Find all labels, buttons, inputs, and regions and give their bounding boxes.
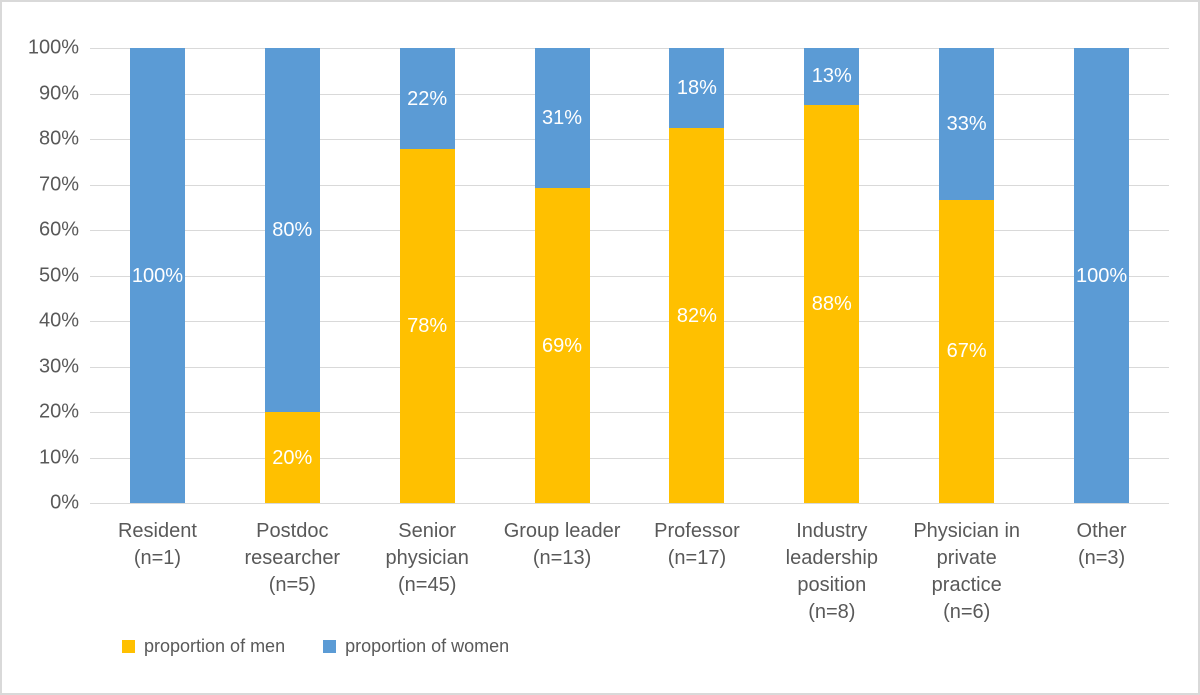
bar-label-men: 78% <box>407 315 448 337</box>
bar-stack: 18% 82% <box>669 48 725 503</box>
bar-segment-women: 22% <box>399 48 455 150</box>
y-axis-tick-label: 90% <box>38 82 79 104</box>
bar-label-men: 69% <box>542 334 583 357</box>
gridline <box>90 48 1169 49</box>
gridline <box>90 412 1169 413</box>
x-axis-label: Group leader (n=13) <box>503 520 621 569</box>
gridline <box>90 503 1169 504</box>
bar-stack: 80% 20% <box>264 48 320 503</box>
bar-stack: 13% 88% <box>804 48 860 503</box>
bar-segment-men: 67% <box>939 199 995 503</box>
x-axis-label: Postdoc researcher (n=5) <box>244 520 341 596</box>
men-swatch-icon <box>122 640 135 653</box>
gridline <box>90 366 1169 368</box>
bar-label-women: 18% <box>676 77 717 100</box>
y-axis-tick-label: 20% <box>38 400 79 423</box>
bar-stack: 100% <box>129 48 185 503</box>
bar-label-women: 22% <box>407 87 448 110</box>
bar-segment-women: 31% <box>534 48 590 189</box>
bar-segment-women: 100% <box>1074 48 1130 503</box>
y-axis-tick-label: 40% <box>38 309 79 332</box>
y-axis-tick-label: 100% <box>27 36 79 59</box>
y-axis-tick-label: 30% <box>38 355 79 377</box>
bar-segment-men: 69% <box>534 188 590 503</box>
y-axis-tick-label: 60% <box>38 218 79 241</box>
plot-area: 100% 80% 20% 22% 78% 31% 69% 18% 82% 13% 88% 33% 67%… <box>90 48 1169 504</box>
gridline <box>90 275 1169 277</box>
gridline <box>90 184 1169 186</box>
legend-label-women: proportion of women <box>345 636 510 656</box>
bar-stack: 31% 69% <box>534 48 590 503</box>
gridline <box>90 321 1169 322</box>
bar-segment-women: 13% <box>804 48 860 105</box>
bar-segment-men: 20% <box>264 412 320 503</box>
legend-label-men: proportion of men <box>144 636 286 656</box>
legend-item-men: proportion of men <box>122 636 285 657</box>
bar-label-women: 100% <box>1075 264 1128 287</box>
bar-stack: 33% 67% <box>939 48 995 503</box>
x-axis-label: Senior physician (n=45) <box>385 520 469 596</box>
gridline <box>90 457 1169 459</box>
bar-stack: 100% <box>1074 48 1130 503</box>
bar-label-women: 80% <box>272 219 313 241</box>
bar-label-women: 13% <box>811 65 852 88</box>
bar-label-men: 88% <box>811 292 852 315</box>
gridline <box>90 139 1169 140</box>
bar-label-women: 33% <box>946 112 987 135</box>
y-axis-tick-label: 10% <box>38 446 79 468</box>
x-axis-label: Resident (n=1) <box>117 520 197 569</box>
women-swatch-icon <box>323 640 337 653</box>
bar-segment-women: 100% <box>129 48 185 503</box>
bar-label-women: 100% <box>131 264 184 287</box>
legend: proportion of men proportion of women <box>122 636 509 657</box>
x-axis-label: Industry leadership position (n=8) <box>785 520 878 623</box>
gridline <box>90 230 1169 231</box>
y-axis-tick-label: 0% <box>50 491 79 514</box>
bar-label-men: 82% <box>676 304 717 327</box>
gridline <box>90 93 1169 95</box>
x-axis-label: Professor (n=17) <box>654 520 740 569</box>
bar-segment-men: 78% <box>399 149 455 503</box>
x-axis-label: Other (n=3) <box>1076 520 1127 569</box>
y-axis-tick-label: 50% <box>38 264 79 286</box>
legend-item-women: proportion of women <box>323 636 509 657</box>
bar-segment-men: 88% <box>804 104 860 503</box>
bar-label-men: 20% <box>272 446 313 469</box>
y-axis-tick-label: 70% <box>38 173 79 195</box>
bar-label-women: 31% <box>542 107 583 130</box>
x-axis-label: Physician in private practice (n=6) <box>913 520 1021 623</box>
bar-segment-men: 82% <box>669 128 725 503</box>
bar-label-men: 67% <box>946 340 987 363</box>
bar-segment-women: 33% <box>939 48 995 200</box>
y-axis-tick-label: 80% <box>38 127 79 150</box>
bar-segment-women: 80% <box>264 48 320 412</box>
bar-segment-women: 18% <box>669 48 725 129</box>
bar-stack: 22% 78% <box>399 48 455 503</box>
